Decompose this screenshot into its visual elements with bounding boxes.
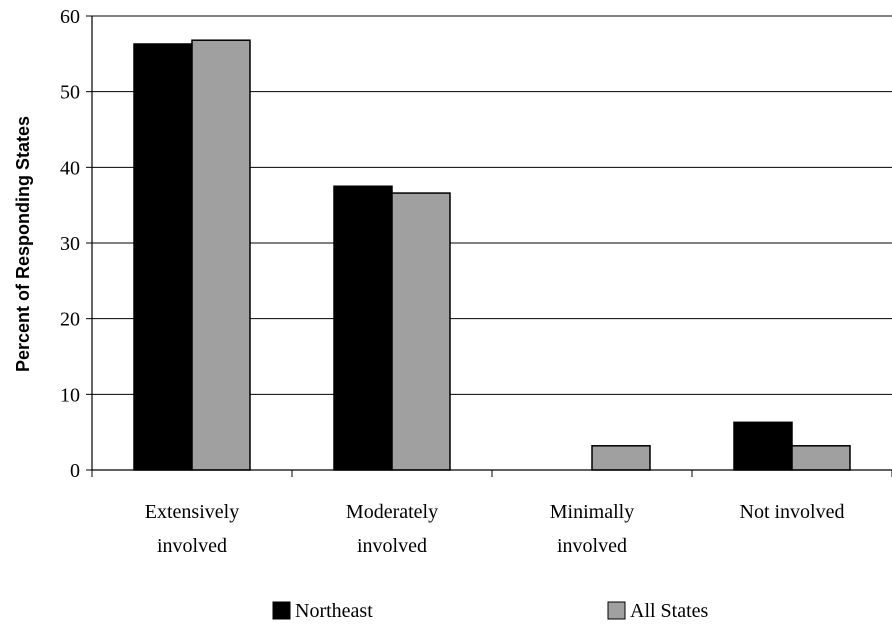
category-label: involved [357, 535, 427, 557]
bar-northeast [733, 421, 793, 471]
axes [91, 16, 892, 477]
y-tick-label: 40 [60, 157, 80, 179]
bar-all-states [791, 445, 851, 471]
bar-all-states [591, 445, 651, 471]
bar-all-states [191, 39, 251, 471]
legend-item: Northeast [272, 600, 373, 622]
category-label: involved [157, 535, 227, 557]
y-tick-label: 30 [60, 233, 80, 255]
legend-label: Northeast [295, 600, 373, 622]
y-tick-label: 0 [70, 460, 80, 482]
category-label: Minimally [550, 501, 634, 523]
y-tick-labels: 0 10 20 30 40 50 60 [60, 6, 80, 482]
legend: Northeast All States [272, 600, 709, 622]
bar-northeast [133, 43, 193, 471]
y-tick-label: 60 [60, 6, 80, 28]
y-axis-label: Percent of Responding States [13, 116, 33, 372]
y-tick-label: 50 [60, 82, 80, 104]
category-labels: Extensively involved Moderately involved Min… [145, 501, 845, 557]
legend-swatch [607, 601, 626, 620]
bar-northeast [333, 185, 393, 471]
y-tick-label: 10 [60, 384, 80, 406]
legend-label: All States [630, 600, 709, 622]
category-label: Moderately [346, 501, 438, 523]
y-tick-label: 20 [60, 309, 80, 331]
category-label: involved [557, 535, 627, 557]
bars [133, 39, 851, 471]
legend-swatch [272, 601, 291, 620]
bar-all-states [391, 192, 451, 471]
category-label: Extensively [145, 501, 239, 523]
category-label: Not involved [740, 501, 845, 523]
legend-item: All States [607, 600, 709, 622]
